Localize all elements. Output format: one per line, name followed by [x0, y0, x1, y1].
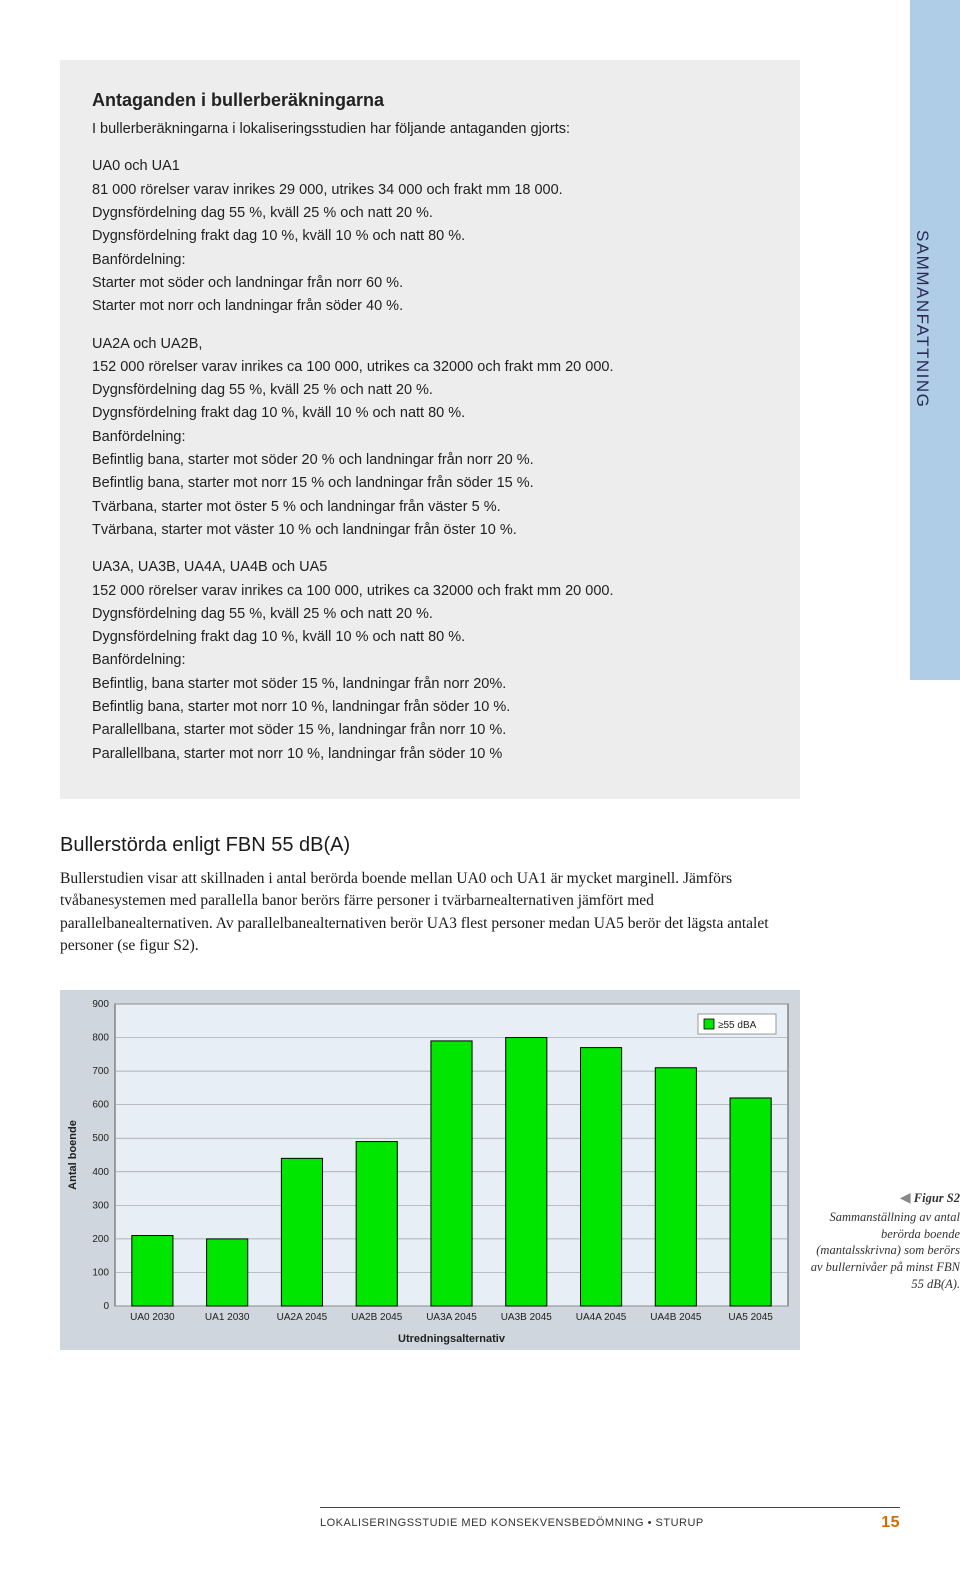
sec2-l8: Tvärbana, starter mot väster 10 % och la… [92, 520, 768, 540]
chart-container: 0 100 200 300 400 500 600 700 800 900 UA0 2030 UA1 … [60, 990, 800, 1350]
caption-text: Sammanställning av antal berörda boende … [811, 1210, 960, 1292]
caption-label: Figur S2 [914, 1191, 960, 1205]
footer-text: LOKALISERINGSSTUDIE MED KONSEKVENSBEDÖMN… [320, 1517, 704, 1529]
sec1-heading: UA0 och UA1 [92, 156, 768, 176]
svg-text:UA1 2030: UA1 2030 [205, 1312, 250, 1323]
sec2-l7: Tvärbana, starter mot öster 5 % och land… [92, 497, 768, 517]
svg-text:UA4A 2045: UA4A 2045 [576, 1312, 627, 1323]
page-number: 15 [881, 1514, 900, 1532]
sec3-l7: Parallellbana, starter mot söder 15 %, l… [92, 720, 768, 740]
bar-chart: 0 100 200 300 400 500 600 700 800 900 UA0 2030 UA1 … [60, 990, 800, 1350]
box-intro: I bullerberäkningarna i lokaliseringsstu… [92, 119, 768, 139]
svg-text:700: 700 [92, 1066, 109, 1077]
sec3-l2: Dygnsfördelning dag 55 %, kväll 25 % och… [92, 604, 768, 624]
box-title: Antaganden i bullerberäkningarna [92, 88, 768, 113]
svg-text:UA4B 2045: UA4B 2045 [650, 1312, 702, 1323]
sec1-l4: Banfördelning: [92, 250, 768, 270]
svg-text:≥55 dBA: ≥55 dBA [718, 1020, 757, 1031]
svg-text:UA0 2030: UA0 2030 [130, 1312, 175, 1323]
side-tab: SAMMANFATTNING [910, 0, 960, 680]
sec1-l2: Dygnsfördelning dag 55 %, kväll 25 % och… [92, 203, 768, 223]
svg-text:Antal boende: Antal boende [67, 1120, 79, 1190]
svg-text:100: 100 [92, 1267, 109, 1278]
figure-caption: ◀ Figur S2 Sammanställning av antal berö… [810, 1190, 960, 1293]
svg-text:500: 500 [92, 1133, 109, 1144]
svg-text:200: 200 [92, 1234, 109, 1245]
sec2-l1: 152 000 rörelser varav inrikes ca 100 00… [92, 357, 768, 377]
sec2-heading: UA2A och UA2B, [92, 334, 768, 354]
svg-text:Utredningsalternativ: Utredningsalternativ [398, 1333, 506, 1345]
sec2-l4: Banfördelning: [92, 427, 768, 447]
svg-text:UA2A 2045: UA2A 2045 [277, 1312, 328, 1323]
sec1-l6: Starter mot norr och landningar från söd… [92, 296, 768, 316]
svg-text:300: 300 [92, 1200, 109, 1211]
svg-text:600: 600 [92, 1099, 109, 1110]
sec3-l6: Befintlig bana, starter mot norr 10 %, l… [92, 697, 768, 717]
sec2-l5: Befintlig bana, starter mot söder 20 % o… [92, 450, 768, 470]
sec3-l5: Befintlig, bana starter mot söder 15 %, … [92, 674, 768, 694]
sec2-l6: Befintlig bana, starter mot norr 15 % oc… [92, 473, 768, 493]
sec3-l8: Parallellbana, starter mot norr 10 %, la… [92, 744, 768, 764]
sec1-l5: Starter mot söder och landningar från no… [92, 273, 768, 293]
svg-text:UA3B 2045: UA3B 2045 [501, 1312, 553, 1323]
sec3-heading: UA3A, UA3B, UA4A, UA4B och UA5 [92, 557, 768, 577]
svg-text:400: 400 [92, 1167, 109, 1178]
svg-text:UA3A 2045: UA3A 2045 [426, 1312, 477, 1323]
sec1-l3: Dygnsfördelning frakt dag 10 %, kväll 10… [92, 226, 768, 246]
body-section: Bullerstörda enligt FBN 55 dB(A) Bullers… [60, 831, 800, 958]
svg-text:0: 0 [103, 1301, 109, 1312]
svg-text:UA5 2045: UA5 2045 [728, 1312, 773, 1323]
body-paragraph: Bullerstudien visar att skillnaden i ant… [60, 868, 800, 958]
caption-arrow-icon: ◀ [900, 1191, 911, 1206]
svg-text:800: 800 [92, 1032, 109, 1043]
sec3-l3: Dygnsfördelning frakt dag 10 %, kväll 10… [92, 627, 768, 647]
body-heading: Bullerstörda enligt FBN 55 dB(A) [60, 831, 800, 860]
svg-text:UA2B 2045: UA2B 2045 [351, 1312, 403, 1323]
svg-text:900: 900 [92, 999, 109, 1010]
sec2-l2: Dygnsfördelning dag 55 %, kväll 25 % och… [92, 380, 768, 400]
sec2-l3: Dygnsfördelning frakt dag 10 %, kväll 10… [92, 403, 768, 423]
sec1-l1: 81 000 rörelser varav inrikes 29 000, ut… [92, 180, 768, 200]
side-tab-label: SAMMANFATTNING [912, 230, 932, 408]
sec3-l4: Banfördelning: [92, 650, 768, 670]
sec3-l1: 152 000 rörelser varav inrikes ca 100 00… [92, 581, 768, 601]
page-footer: LOKALISERINGSSTUDIE MED KONSEKVENSBEDÖMN… [320, 1507, 900, 1532]
assumptions-box: Antaganden i bullerberäkningarna I bulle… [60, 60, 800, 799]
